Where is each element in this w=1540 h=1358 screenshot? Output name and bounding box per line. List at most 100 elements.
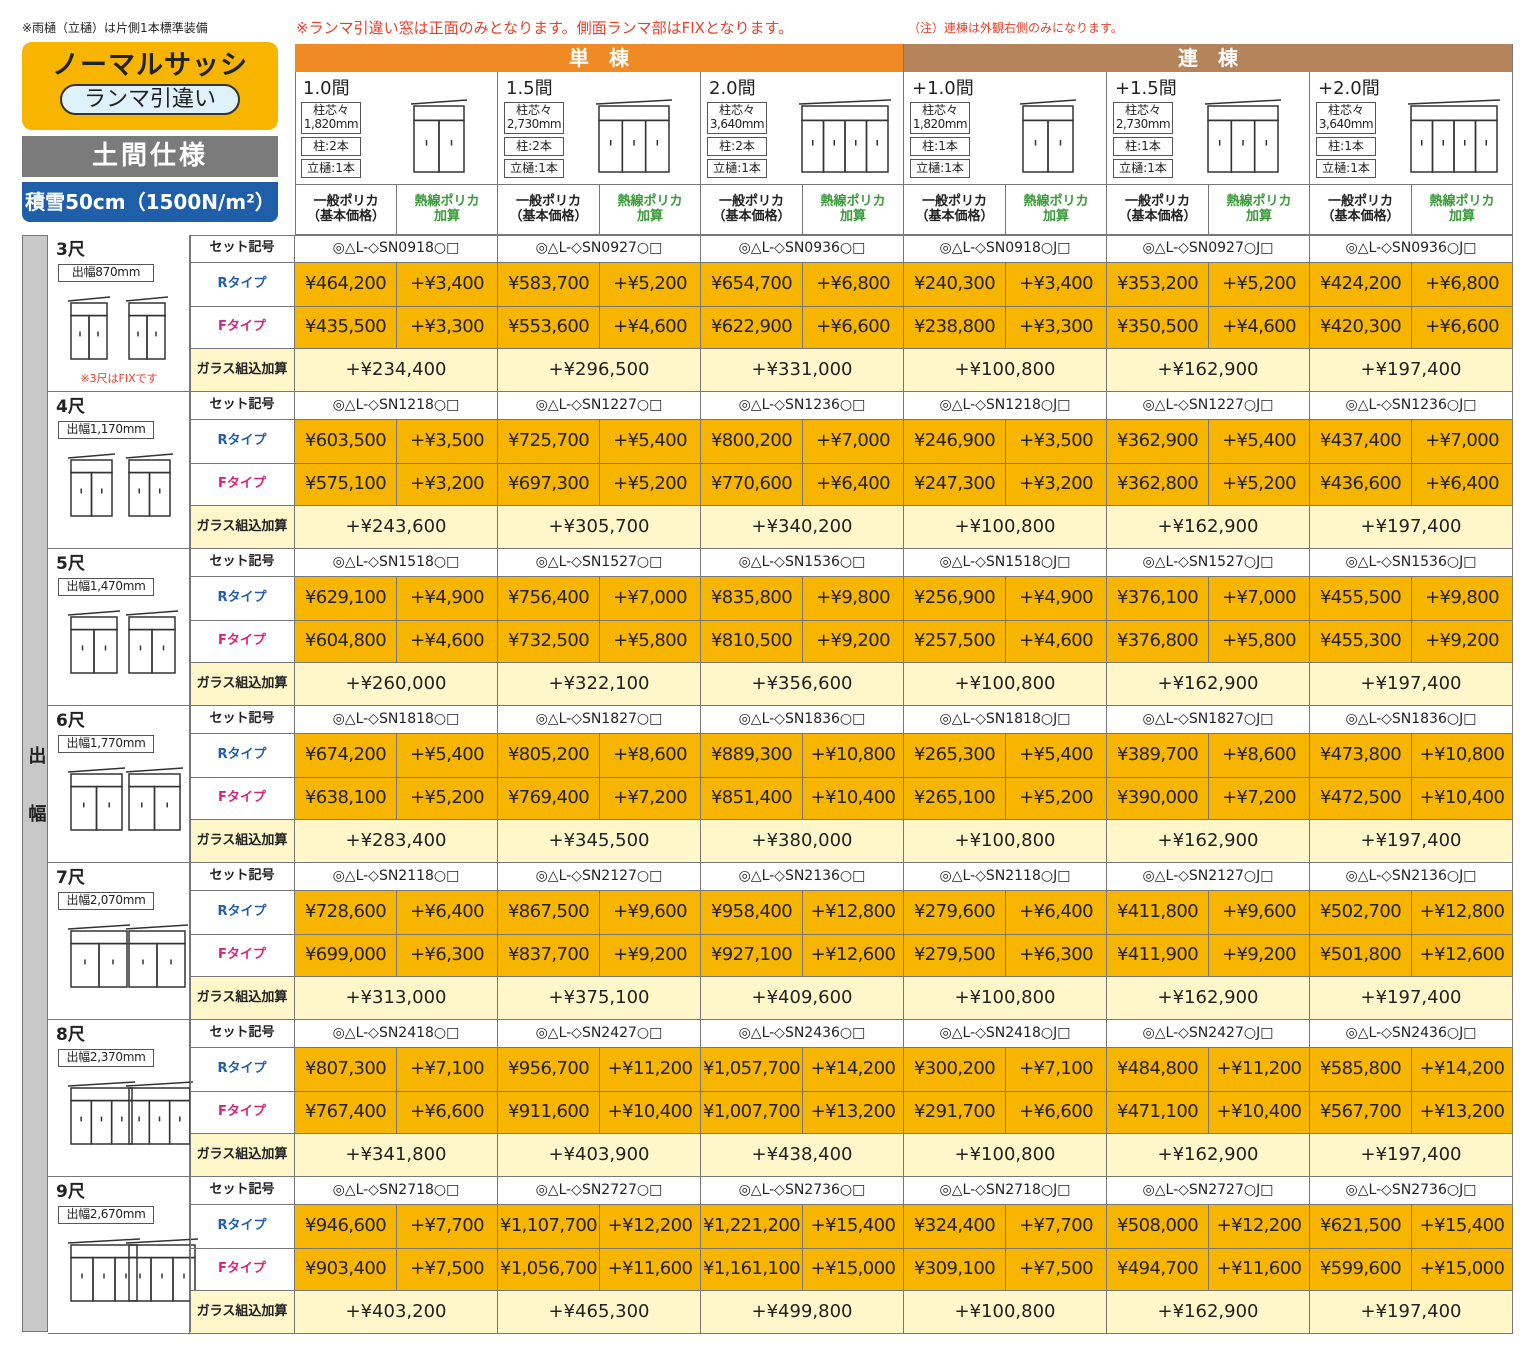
row-label: Fタイプ <box>190 935 295 977</box>
base-price: ¥279,600 <box>904 891 1006 935</box>
base-price: ¥756,400 <box>498 577 600 621</box>
set-code: ◎△L-◇SN0936○J□ <box>1310 235 1513 263</box>
column-header <box>1107 72 1310 185</box>
glass-price: +¥100,800 <box>904 663 1107 706</box>
sash-illustration <box>1406 96 1502 176</box>
glass-price: +¥409,600 <box>701 977 904 1020</box>
size-cell <box>48 235 190 392</box>
set-code: ◎△L-◇SN2136○J□ <box>1310 863 1513 891</box>
price-header-base: 一般ポリカ （基本価格） <box>498 185 600 235</box>
extra-price: +¥4,600 <box>397 621 498 663</box>
pitch-label: 柱芯々 <box>1124 103 1161 118</box>
sash-illustration <box>124 450 175 520</box>
glass-price: +¥162,900 <box>1107 977 1310 1020</box>
column-size: 1.0間 <box>303 77 350 99</box>
sash-drawing <box>67 1238 141 1302</box>
extra-price: +¥7,000 <box>600 577 701 621</box>
sash-drawing <box>67 924 131 988</box>
extra-price: +¥7,700 <box>397 1205 498 1249</box>
base-price: ¥1,057,700 <box>701 1048 803 1092</box>
set-code: ◎△L-◇SN2427○□ <box>498 1020 701 1048</box>
pitch-value: 3,640mm <box>1318 117 1374 131</box>
extra-price: +¥4,900 <box>1006 577 1107 621</box>
width-box: 出幅2,370mm <box>58 1049 154 1067</box>
pitch-box: 柱芯々 1,820mm <box>301 102 361 134</box>
extra-price: +¥11,600 <box>1209 1249 1310 1291</box>
pitch-label: 柱芯々 <box>1327 103 1364 118</box>
sash-illustration <box>66 607 122 677</box>
set-code: ◎△L-◇SN2727○□ <box>498 1177 701 1205</box>
size-label: 8尺 <box>56 1025 85 1046</box>
pitch-label: 柱芯々 <box>515 103 552 118</box>
base-price: ¥455,500 <box>1310 577 1412 621</box>
price-header-line: 加算 <box>839 208 866 224</box>
base-price: ¥638,100 <box>295 778 397 820</box>
row-label: Rタイプ <box>190 1048 295 1092</box>
extra-price: +¥3,200 <box>397 464 498 506</box>
extra-price: +¥12,200 <box>600 1205 701 1249</box>
row-label: Rタイプ <box>190 577 295 621</box>
size-label: 7尺 <box>56 868 85 889</box>
glass-price: +¥375,100 <box>498 977 701 1020</box>
set-code: ◎△L-◇SN2427○J□ <box>1107 1020 1310 1048</box>
base-price: ¥851,400 <box>701 778 803 820</box>
column-header <box>701 72 904 185</box>
extra-price: +¥9,200 <box>803 621 904 663</box>
extra-price: +¥5,200 <box>1006 778 1107 820</box>
base-price: ¥353,200 <box>1107 263 1209 307</box>
base-price: ¥956,700 <box>498 1048 600 1092</box>
extra-price: +¥7,100 <box>1006 1048 1107 1092</box>
price-header-base: 一般ポリカ （基本価格） <box>1310 185 1412 235</box>
sash-drawing <box>798 99 892 173</box>
base-price: ¥376,100 <box>1107 577 1209 621</box>
price-header-base: 一般ポリカ （基本価格） <box>904 185 1006 235</box>
base-price: ¥889,300 <box>701 734 803 778</box>
sash-drawing <box>125 767 184 831</box>
row-label: ガラス組込加算 <box>190 1134 295 1177</box>
price-header-base: 一般ポリカ （基本価格） <box>701 185 803 235</box>
base-price: ¥1,221,200 <box>701 1205 803 1249</box>
price-header-line: 一般ポリカ <box>718 193 784 209</box>
glass-price: +¥234,400 <box>295 349 498 392</box>
base-price: ¥770,600 <box>701 464 803 506</box>
set-code: ◎△L-◇SN2436○J□ <box>1310 1020 1513 1048</box>
glass-price: +¥313,000 <box>295 977 498 1020</box>
glass-price: +¥345,500 <box>498 820 701 863</box>
glass-price: +¥162,900 <box>1107 663 1310 706</box>
price-header-line: 加算 <box>1042 208 1069 224</box>
set-code: ◎△L-◇SN1218○J□ <box>904 392 1107 420</box>
gutter-box: 立樋:1本 <box>504 159 564 178</box>
extra-price: +¥11,600 <box>600 1249 701 1291</box>
base-price: ¥1,056,700 <box>498 1249 600 1291</box>
sash-illustration <box>124 1078 195 1148</box>
base-price: ¥654,700 <box>701 263 803 307</box>
glass-price: +¥403,900 <box>498 1134 701 1177</box>
row-label: Fタイプ <box>190 1249 295 1291</box>
base-price: ¥390,000 <box>1107 778 1209 820</box>
base-price: ¥256,900 <box>904 577 1006 621</box>
size-cell <box>48 549 190 706</box>
row-label: Rタイプ <box>190 891 295 935</box>
base-price: ¥800,200 <box>701 420 803 464</box>
base-price: ¥435,500 <box>295 307 397 349</box>
extra-price: +¥6,300 <box>397 935 498 977</box>
row-label: セット記号 <box>190 549 295 577</box>
sash-drawing <box>125 1238 199 1302</box>
sash-drawing <box>595 99 673 173</box>
base-price: ¥674,200 <box>295 734 397 778</box>
base-price: ¥835,800 <box>701 577 803 621</box>
price-header-line: （基本価格） <box>1321 208 1400 224</box>
row-label: Fタイプ <box>190 778 295 820</box>
row-label: Fタイプ <box>190 621 295 663</box>
extra-price: +¥10,400 <box>803 778 904 820</box>
badge-title: ノーマルサッシ <box>52 50 248 81</box>
base-price: ¥958,400 <box>701 891 803 935</box>
extra-price: +¥10,800 <box>803 734 904 778</box>
extra-price: +¥3,400 <box>1006 263 1107 307</box>
size-cell <box>48 863 190 1020</box>
posts-box: 柱:1本 <box>1113 137 1173 156</box>
pitch-label: 柱芯々 <box>718 103 755 118</box>
extra-price: +¥6,600 <box>803 307 904 349</box>
base-price: ¥471,100 <box>1107 1092 1209 1134</box>
sash-illustration <box>1203 96 1283 176</box>
